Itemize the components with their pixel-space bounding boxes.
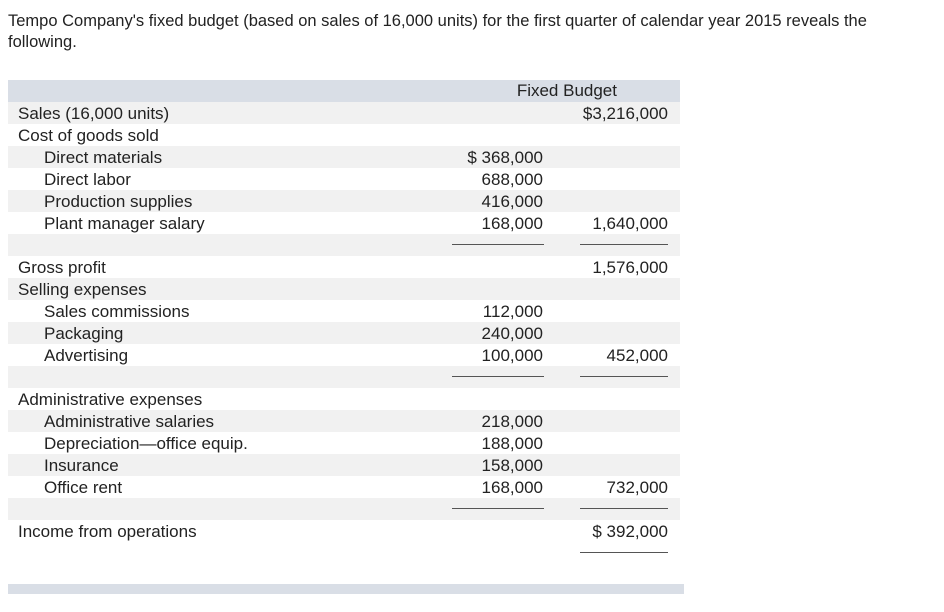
row-label: Insurance <box>44 456 119 475</box>
table-row: Cost of goods sold <box>8 124 680 146</box>
amount: 112,000 <box>482 302 543 321</box>
underline <box>580 376 668 377</box>
table-row: Administrative expenses <box>8 388 680 410</box>
row-label: Income from operations <box>18 522 197 541</box>
table-row: Sales commissions 112,000 <box>8 300 680 322</box>
row-label: Selling expenses <box>18 280 147 299</box>
row-label: Depreciation—office equip. <box>44 434 248 453</box>
table-row: Plant manager salary 168,000 1,640,000 <box>8 212 680 234</box>
total: 1,640,000 <box>592 214 668 233</box>
underline <box>452 244 544 245</box>
row-label: Direct materials <box>44 148 163 167</box>
row-label: Administrative expenses <box>18 390 203 409</box>
table-row: Fixed Budget <box>8 80 680 102</box>
total: $ 392,000 <box>592 522 668 541</box>
bottom-bar <box>8 584 684 594</box>
amount: 416,000 <box>481 192 543 211</box>
total: 452,000 <box>606 346 668 365</box>
amount: 158,000 <box>481 456 543 475</box>
row-label: Advertising <box>44 346 129 365</box>
underline <box>452 376 544 377</box>
amount: 188,000 <box>481 434 543 453</box>
table-row <box>8 366 680 388</box>
table-row <box>8 498 680 520</box>
total: 732,000 <box>606 478 668 497</box>
table-row: Direct materials $ 368,000 <box>8 146 680 168</box>
table-row: Depreciation—office equip. 188,000 <box>8 432 680 454</box>
row-label: Production supplies <box>44 192 193 211</box>
table-row: Income from operations $ 392,000 <box>8 520 680 542</box>
row-label: Direct labor <box>44 170 131 189</box>
underline <box>452 508 544 509</box>
table-row <box>8 542 680 564</box>
row-label: Cost of goods sold <box>18 126 159 145</box>
row-label: Sales commissions <box>44 302 190 321</box>
table-row: Packaging 240,000 <box>8 322 680 344</box>
amount: 168,000 <box>481 214 543 233</box>
column-header: Fixed Budget <box>516 81 617 100</box>
row-label: Plant manager salary <box>44 214 205 233</box>
table-row: Insurance 158,000 <box>8 454 680 476</box>
underline <box>580 508 668 509</box>
intro-text: Tempo Company's fixed budget (based on s… <box>8 12 867 51</box>
table-row: Office rent 168,000 732,000 <box>8 476 680 498</box>
table-row: Direct labor 688,000 <box>8 168 680 190</box>
table-row: Administrative salaries 218,000 <box>8 410 680 432</box>
row-label: Administrative salaries <box>44 412 215 431</box>
table-row: Production supplies 416,000 <box>8 190 680 212</box>
amount: 218,000 <box>481 412 543 431</box>
table-row: Advertising 100,000 452,000 <box>8 344 680 366</box>
underline <box>580 552 668 553</box>
amount: 688,000 <box>481 170 543 189</box>
row-label: Packaging <box>44 324 124 343</box>
table-row: Sales (16,000 units) $3,216,000 <box>8 102 680 124</box>
underline <box>580 244 668 245</box>
budget-table: Fixed Budget Sales (16,000 units) $3,216,0… <box>8 80 680 564</box>
table-row: Gross profit 1,576,000 <box>8 256 680 278</box>
row-label: Gross profit <box>18 258 106 277</box>
total: 1,576,000 <box>592 258 668 277</box>
amount: 100,000 <box>481 346 543 365</box>
amount: 168,000 <box>481 478 543 497</box>
total: $3,216,000 <box>582 104 668 123</box>
row-label: Sales (16,000 units) <box>18 104 170 123</box>
table-row <box>8 234 680 256</box>
amount: $ 368,000 <box>467 148 543 167</box>
amount: 240,000 <box>481 324 543 343</box>
row-label: Office rent <box>44 478 123 497</box>
table-row: Selling expenses <box>8 278 680 300</box>
